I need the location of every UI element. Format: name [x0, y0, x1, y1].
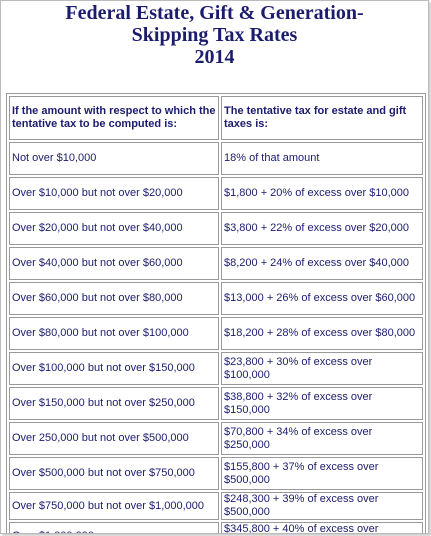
table-row: Over $100,000 but not over $150,000 $23,8… [9, 352, 423, 385]
title: Federal Estate, Gift & Generation-Skippi… [1, 1, 428, 68]
table-row: Over 250,000 but not over $500,000 $70,80… [9, 422, 423, 455]
table-cell: $70,800 + 34% of excess over $250,000 [221, 422, 423, 455]
table-row: Over $60,000 but not over $80,000 $13,000… [9, 282, 423, 315]
table-row: Over $500,000 but not over $750,000 $155,… [9, 457, 423, 490]
table-row: Over $80,000 but not over $100,000 $18,20… [9, 317, 423, 350]
table-cell: Over $1,000,000 [9, 522, 219, 533]
table-cell: $23,800 + 30% of excess over $100,000 [221, 352, 423, 385]
table-cell: $155,800 + 37% of excess over $500,000 [221, 457, 423, 490]
table-cell: $18,200 + 28% of excess over $80,000 [221, 317, 423, 350]
table-cell: Over $100,000 but not over $150,000 [9, 352, 219, 385]
table-row: Over $20,000 but not over $40,000 $3,800 … [9, 212, 423, 245]
table-cell: 18% of that amount [221, 142, 423, 175]
table-cell: $3,800 + 22% of excess over $20,000 [221, 212, 423, 245]
table-row: Over $1,000,000$345,800 + 40% of excess … [9, 522, 423, 533]
table-row: Over $40,000 but not over $60,000 $8,200 … [9, 247, 423, 280]
title-year: 2014 [194, 46, 235, 68]
table-cell: Over 250,000 but not over $500,000 [9, 422, 219, 455]
header-cell: The tentative tax for estate and gift ta… [221, 96, 423, 140]
table-row: Over $750,000 but not over $1,000,000 $24… [9, 492, 423, 520]
table-cell: $345,800 + 40% of excess over $1,000,000 [221, 522, 423, 533]
header-row: If the amount with respect to which the … [9, 96, 423, 140]
table-cell: Over $40,000 but not over $60,000 [9, 247, 219, 280]
table-cell: Over $10,000 but not over $20,000 [9, 177, 219, 210]
table-row: Not over $10,000 18% of that amount [9, 142, 423, 175]
table-cell: Over $60,000 but not over $80,000 [9, 282, 219, 315]
table-cell: Over $20,000 but not over $40,000 [9, 212, 219, 245]
table-cell: $38,800 + 32% of excess over $150,000 [221, 387, 423, 420]
table-cell: $1,800 + 20% of excess over $10,000 [221, 177, 423, 210]
table-cell: Not over $10,000 [9, 142, 219, 175]
table-cell: Over $500,000 but not over $750,000 [9, 457, 219, 490]
table-cell: $8,200 + 24% of excess over $40,000 [221, 247, 423, 280]
table-cell: $13,000 + 26% of excess over $60,000 [221, 282, 423, 315]
table-cell: Over $750,000 but not over $1,000,000 [9, 492, 219, 520]
header-cell: If the amount with respect to which the … [9, 96, 219, 140]
table-cell: $248,300 + 39% of excess over $500,000 [221, 492, 423, 520]
table-body: If the amount with respect to which the … [9, 96, 423, 533]
table-row: Over $10,000 but not over $20,000 $1,800 … [9, 177, 423, 210]
table-cell: Over $80,000 but not over $100,000 [9, 317, 219, 350]
tax-table: If the amount with respect to which the … [6, 93, 426, 533]
table-cell: Over $150,000 but not over $250,000 [9, 387, 219, 420]
table-row: Over $150,000 but not over $250,000 $38,8… [9, 387, 423, 420]
title-text: Federal Estate, Gift & Generation-Skippi… [65, 2, 364, 46]
